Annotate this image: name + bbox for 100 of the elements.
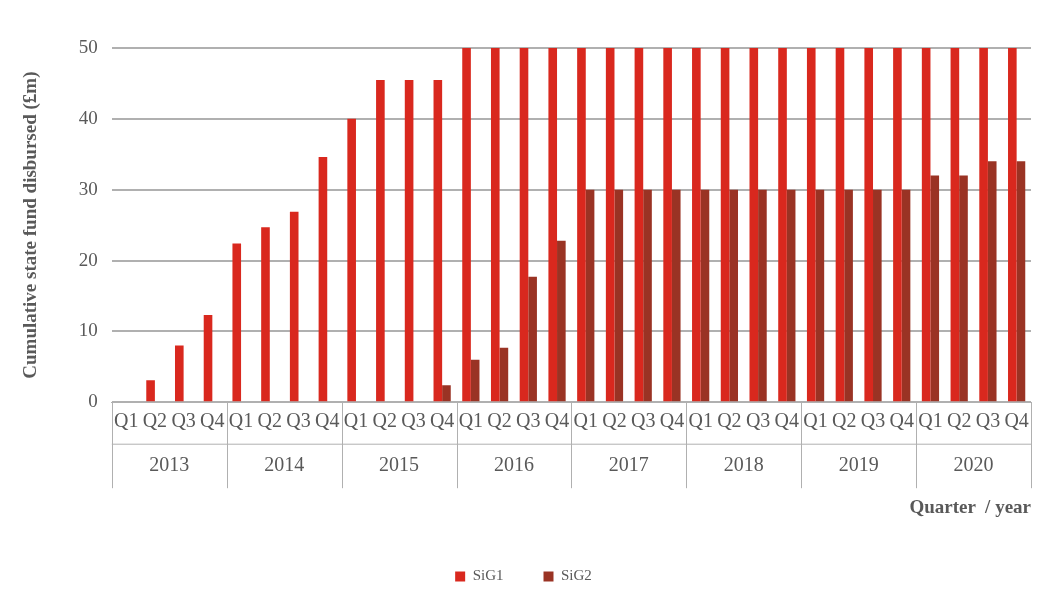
x-tick-label: Q4 (429, 409, 455, 432)
bar (979, 48, 988, 402)
x-tick-label: Q1 (228, 409, 254, 432)
x-tick-label: Q2 (832, 409, 857, 432)
y-tick-label: 30 (78, 177, 98, 199)
x-tick-label: Q3 (745, 409, 771, 432)
text: 2014 (264, 453, 305, 476)
bar (901, 189, 911, 402)
bar (700, 189, 710, 402)
bar (835, 48, 845, 402)
bar (442, 385, 451, 402)
bar (815, 189, 825, 402)
x-tick-label: Q2 (602, 409, 627, 432)
x-tick-label: Q3 (401, 409, 426, 432)
x-tick-label: Q2 (372, 409, 397, 432)
bar (634, 48, 644, 402)
bar (376, 79, 385, 402)
text: 2015 (379, 453, 420, 476)
bar (729, 189, 739, 402)
bar (692, 48, 701, 402)
x-tick-label: Q2 (142, 409, 168, 432)
legend-label: SiG1 (472, 567, 504, 584)
x-tick-label: Q2 (257, 409, 283, 432)
bar (778, 48, 787, 402)
x-tick-label: Q3 (860, 409, 886, 432)
x-tick-label: Q4 (200, 409, 225, 432)
bar (749, 48, 759, 402)
x-tick-label: Q1 (343, 409, 369, 432)
y-tick-label: 20 (78, 248, 98, 270)
bar (499, 347, 509, 402)
bar (347, 118, 356, 402)
bar (462, 48, 471, 402)
bar (1008, 48, 1017, 402)
bar (519, 48, 529, 402)
x-tick-label: Q2 (717, 409, 742, 432)
bar (614, 189, 624, 402)
bar (1016, 161, 1026, 402)
x-tick-label: Q1 (918, 409, 943, 432)
bar (490, 48, 500, 402)
bar (720, 48, 730, 402)
bar (232, 243, 242, 402)
x-tick-label: Q4 (889, 409, 914, 432)
bar (643, 189, 652, 402)
bar (864, 48, 874, 402)
bar (806, 48, 816, 402)
bar (261, 227, 270, 402)
bar (175, 345, 184, 402)
legend-label: SiG2 (561, 567, 592, 584)
y-tick-label: 0 (88, 390, 98, 412)
bar (873, 189, 882, 402)
bar (605, 48, 615, 402)
x-tick-label: Q3 (516, 409, 541, 432)
bar (528, 276, 537, 402)
bar (893, 48, 902, 402)
y-tick-label: 10 (78, 319, 98, 341)
x-tick-label: Q4 (774, 409, 800, 432)
bar (404, 79, 414, 402)
bar (921, 48, 931, 402)
text: 2019 (838, 453, 879, 476)
text: 2016 (493, 453, 534, 476)
x-tick-label: Q2 (487, 409, 512, 432)
bar (663, 48, 672, 402)
text: 2020 (953, 453, 994, 476)
x-tick-label: Q1 (803, 409, 828, 432)
bar (844, 189, 853, 402)
bar (318, 157, 328, 402)
x-tick-label: Q1 (113, 409, 139, 432)
x-tick-label: Q4 (315, 409, 340, 432)
text: 2017 (608, 453, 649, 476)
x-tick-label: Q3 (630, 409, 656, 432)
x-tick-label: Q4 (544, 409, 570, 432)
bar (203, 315, 213, 402)
bar (557, 240, 566, 402)
bar (987, 161, 997, 402)
bar (786, 189, 796, 402)
bar (671, 189, 681, 402)
bar (289, 211, 299, 402)
bar (146, 380, 155, 402)
x-tick-label: Q1 (573, 409, 598, 432)
x-tick-label: Q1 (458, 409, 484, 432)
bar (959, 175, 968, 402)
y-axis-title: Cumulative state fund disbursed (£m) (19, 71, 42, 379)
bar (585, 189, 595, 402)
x-tick-label: Q3 (171, 409, 196, 432)
bar (930, 175, 940, 402)
x-tick-label: Q4 (659, 409, 685, 432)
bar (577, 48, 586, 402)
x-tick-label: Q1 (688, 409, 713, 432)
bar (548, 48, 558, 402)
x-tick-label: Q4 (1004, 409, 1029, 432)
text: 2018 (723, 453, 764, 476)
text: 2013 (149, 453, 190, 476)
bar (950, 48, 960, 402)
bar (470, 359, 480, 402)
y-tick-label: 40 (78, 106, 98, 128)
x-tick-label: Q3 (975, 409, 1001, 432)
x-tick-label: Q2 (946, 409, 972, 432)
bar (758, 189, 767, 402)
y-tick-label: 50 (78, 35, 98, 57)
bar (433, 79, 443, 402)
